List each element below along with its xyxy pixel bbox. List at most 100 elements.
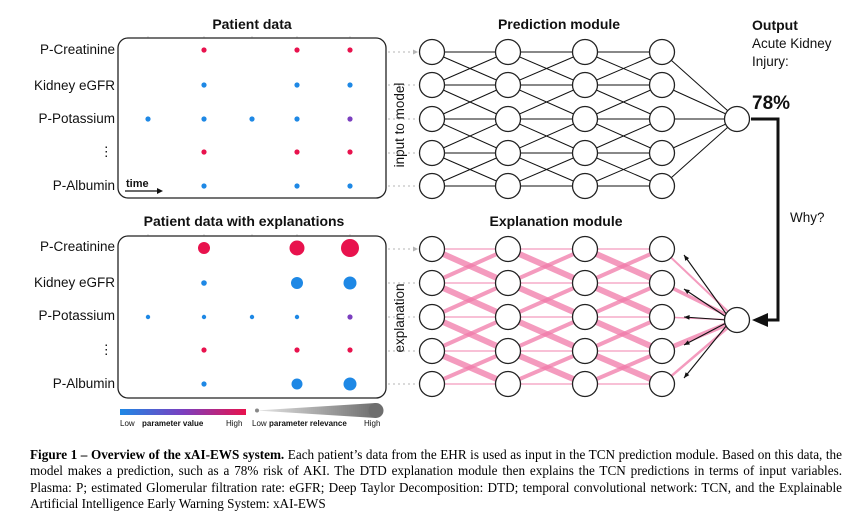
- prediction-edge: [507, 51, 586, 86]
- explanation-dot: [291, 277, 303, 289]
- prediction-edge: [507, 152, 586, 187]
- row-label-potassium: P-Potassium: [38, 111, 115, 126]
- explanation-dot: [198, 242, 210, 254]
- explanation-node: [648, 337, 676, 365]
- why-label: Why?: [790, 210, 825, 225]
- explanation-node: [648, 269, 676, 297]
- figure-caption: Figure 1 – Overview of the xAI-EWS syste…: [30, 447, 842, 513]
- explanation-node: [418, 235, 446, 263]
- explanation-edge: [584, 281, 663, 319]
- explanation-edge: [431, 281, 509, 319]
- patient-data-dot: [201, 183, 207, 189]
- value-legend-bar: [120, 409, 246, 415]
- explanation-node: [418, 269, 446, 297]
- prediction-output-node: [723, 105, 751, 133]
- explanation-node: [571, 370, 599, 398]
- row-label-potassium-2: P-Potassium: [38, 308, 115, 323]
- explanation-dot: [289, 240, 305, 256]
- patient-data-dot: [294, 82, 300, 88]
- relevance-legend-low: Low: [252, 419, 267, 428]
- explanation-node: [418, 337, 446, 365]
- explanation-module-title: Explanation module: [489, 213, 622, 229]
- relevance-legend-small-dot: [255, 408, 259, 413]
- prediction-output-edge: [661, 118, 738, 154]
- prediction-node: [648, 71, 676, 99]
- prediction-edge: [431, 84, 509, 120]
- explanation-dot: [341, 239, 359, 257]
- patient-data-dot: [201, 149, 207, 155]
- explanation-dot: [201, 381, 207, 387]
- prediction-node: [418, 71, 446, 99]
- output-line1: Acute Kidney: [752, 36, 832, 51]
- prediction-edge: [507, 84, 586, 120]
- explanation-side-label: explanation: [392, 283, 407, 352]
- row-label-ellipsis-2: ⋮: [100, 342, 114, 357]
- value-legend-high: High: [226, 419, 242, 428]
- patient-data-dot: [294, 47, 300, 53]
- explanation-dot: [343, 377, 357, 391]
- explanation-node: [494, 370, 522, 398]
- prediction-node: [494, 71, 522, 99]
- explanation-node: [648, 235, 676, 263]
- output-line2: Injury:: [752, 54, 789, 69]
- output-title: Output: [752, 17, 798, 33]
- patient-data-dot: [294, 149, 300, 155]
- explanations-title: Patient data with explanations: [144, 213, 345, 229]
- explanation-dots: [145, 239, 359, 391]
- explanation-node: [648, 370, 676, 398]
- explanation-node: [494, 269, 522, 297]
- row-label-albumin: P-Albumin: [53, 178, 115, 193]
- explanation-node: [494, 235, 522, 263]
- explanation-node: [418, 370, 446, 398]
- prediction-node: [648, 105, 676, 133]
- relevance-arrow-head: [684, 340, 690, 345]
- patient-data-dot: [294, 116, 300, 122]
- patient-data-dot: [347, 47, 353, 53]
- explanation-edge: [507, 349, 586, 386]
- explanation-output-edge: [661, 319, 738, 385]
- prediction-edge: [507, 118, 586, 154]
- explanation-node: [571, 269, 599, 297]
- relevance-legend-wedge: [256, 403, 376, 418]
- prediction-edge: [431, 51, 509, 86]
- value-legend-title: parameter value: [142, 419, 204, 428]
- prediction-node: [418, 38, 446, 66]
- connector-head-2: [413, 246, 418, 252]
- row-label-egfr-2: Kidney eGFR: [34, 275, 115, 290]
- output-value: 78%: [752, 93, 790, 114]
- prediction-edge: [584, 84, 663, 120]
- prediction-node: [648, 172, 676, 200]
- caption-bold: Figure 1 – Overview of the xAI-EWS syste…: [30, 447, 285, 462]
- relevance-arrow-head: [684, 372, 690, 378]
- explanation-edge: [584, 315, 663, 353]
- prediction-node: [571, 71, 599, 99]
- patient-data-title: Patient data: [212, 16, 292, 32]
- explanation-node: [571, 337, 599, 365]
- explanation-edge: [431, 349, 509, 386]
- explanation-node: [494, 337, 522, 365]
- prediction-node: [571, 172, 599, 200]
- prediction-node: [571, 105, 599, 133]
- explanation-node: [648, 303, 676, 331]
- prediction-edge: [584, 51, 663, 86]
- feedback-arrow-head: [752, 313, 768, 327]
- explanation-output-edge: [661, 248, 738, 321]
- relevance-arrow: [683, 254, 728, 316]
- row-label-creatinine: P-Creatinine: [40, 42, 115, 57]
- explanation-dot: [343, 276, 357, 290]
- patient-data-dot: [347, 183, 353, 189]
- prediction-module-title: Prediction module: [498, 16, 620, 32]
- prediction-nodes: [418, 38, 751, 200]
- patient-data-dot: [347, 116, 353, 122]
- patient-data-dot: [294, 183, 300, 189]
- prediction-output-edge: [661, 118, 738, 187]
- patient-data-dot: [249, 116, 255, 122]
- patient-data-dot: [201, 47, 207, 53]
- patient-data-dot: [201, 82, 207, 88]
- prediction-node: [648, 139, 676, 167]
- caption-text: Each patient’s data from the EHR is used…: [30, 447, 842, 512]
- explanation-edge: [584, 349, 663, 386]
- prediction-output-edge: [661, 84, 738, 120]
- patient-data-dots: [145, 47, 353, 189]
- time-label: time: [126, 178, 149, 190]
